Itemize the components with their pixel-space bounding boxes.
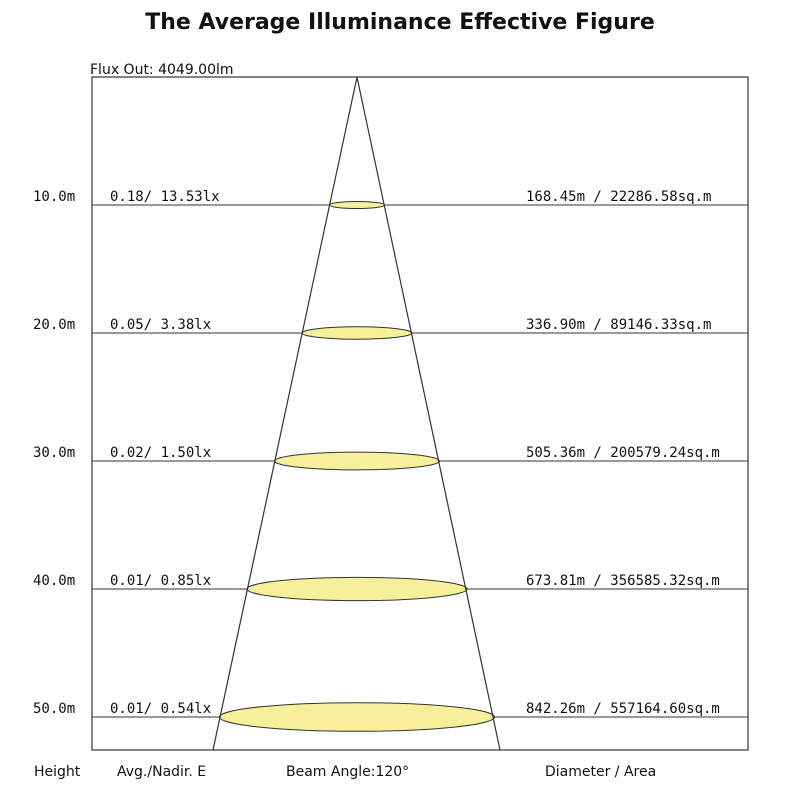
level-diameter-area: 673.81m / 356585.32sq.m (526, 573, 720, 589)
footer-height-label: Height (34, 764, 81, 780)
beam-cone-right-edge (356, 76, 501, 751)
level-height: 10.0m (33, 189, 75, 205)
beam-cone-left-edge (212, 76, 358, 751)
level-illuminance: 0.01/ 0.54lx (110, 701, 211, 717)
flux-out-label: Flux Out: 4049.00lm (90, 62, 234, 78)
light-spot-ellipse (274, 451, 440, 471)
level-diameter-area: 842.26m / 557164.60sq.m (526, 701, 720, 717)
level-diameter-area: 168.45m / 22286.58sq.m (526, 189, 711, 205)
level-illuminance: 0.02/ 1.50lx (110, 445, 211, 461)
light-spot-ellipse (301, 326, 413, 340)
light-spot-ellipse (219, 702, 495, 732)
level-diameter-area: 505.36m / 200579.24sq.m (526, 445, 720, 461)
level-height: 40.0m (33, 573, 75, 589)
figure-title: The Average Illuminance Effective Figure (145, 10, 655, 35)
footer-beam-angle-label: Beam Angle:120° (286, 764, 409, 780)
footer-illuminance-label: Avg./Nadir. E (117, 764, 206, 780)
level-illuminance: 0.01/ 0.85lx (110, 573, 211, 589)
footer-diameter-area-label: Diameter / Area (545, 764, 656, 780)
light-spot-ellipse (246, 576, 468, 602)
diagram-frame (91, 76, 749, 751)
level-illuminance: 0.05/ 3.38lx (110, 317, 211, 333)
level-height: 30.0m (33, 445, 75, 461)
level-diameter-area: 336.90m / 89146.33sq.m (526, 317, 711, 333)
level-height: 20.0m (33, 317, 75, 333)
light-spot-ellipse (329, 201, 385, 209)
level-height: 50.0m (33, 701, 75, 717)
level-illuminance: 0.18/ 13.53lx (110, 189, 220, 205)
